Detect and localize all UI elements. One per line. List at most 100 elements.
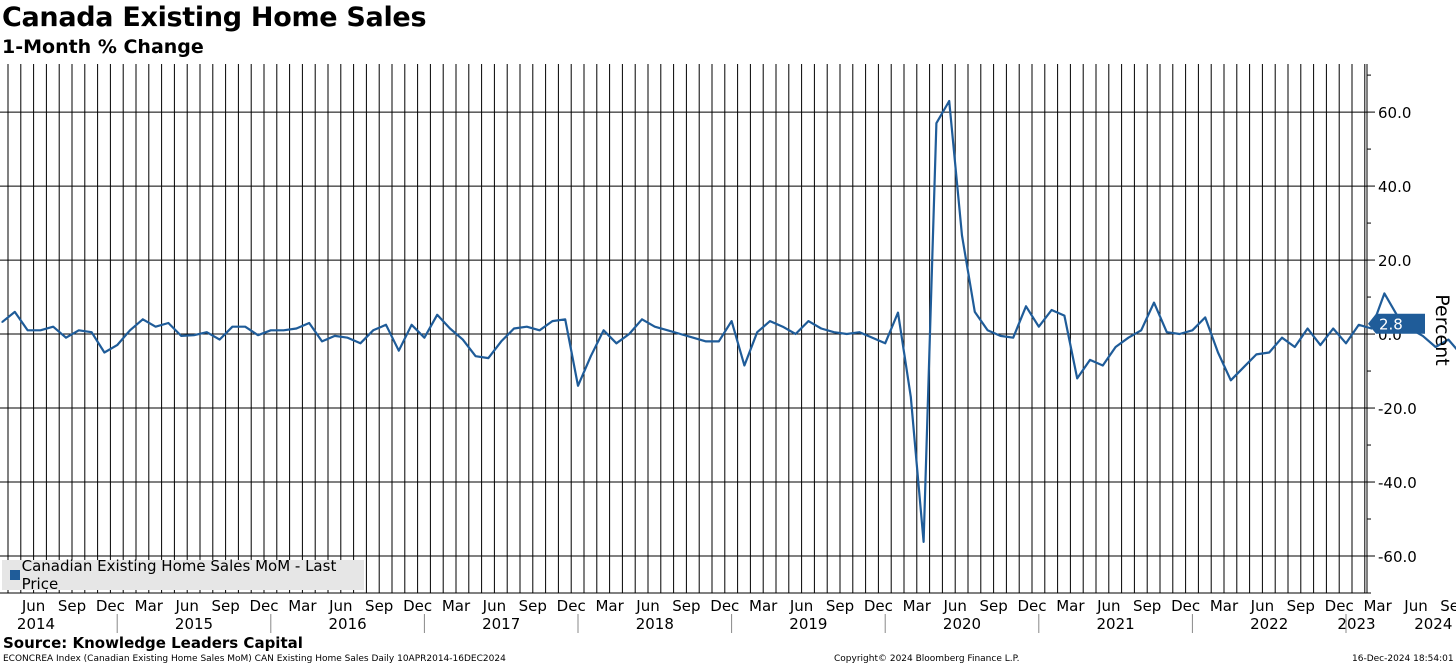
data-point [1217,351,1219,354]
data-point [859,331,861,333]
data-point [91,331,93,333]
data-point [987,329,989,331]
data-point [731,320,733,322]
x-year-label: 2014 [17,615,55,633]
series-line-0 [1,99,1456,544]
data-point [180,335,182,337]
y-tick-label: -40.0 [1378,474,1417,492]
data-point [27,329,29,331]
data-point [1435,346,1437,348]
data-point [14,311,16,313]
data-point [1345,342,1347,344]
x-month-label: Sep [1440,597,1456,615]
data-point [1294,346,1296,348]
data-point [833,331,835,333]
data-point [65,337,67,339]
chart-title: Canada Existing Home Sales [2,2,427,33]
legend-swatch [10,570,20,580]
data-point [1179,333,1181,335]
last-value-tag [1368,313,1425,334]
data-point [1230,379,1232,381]
data-point [654,326,656,328]
data-point [39,329,42,331]
data-point [1012,337,1014,339]
y-axis-ticks: 60.040.020.00.0-20.0-40.0-60.0 [1367,74,1417,594]
data-point [1243,366,1245,368]
data-point [1127,337,1129,339]
y-axis-label: Percent [1431,294,1453,366]
x-month-label: Jun [1250,597,1274,615]
data-point [1166,331,1168,333]
source-note: Source: Knowledge Leaders Capital [3,634,303,652]
x-month-label: Sep [672,597,700,615]
data-point [1,321,3,323]
data-point [231,326,233,328]
x-month-label: Jun [482,597,506,615]
x-year-label: 2017 [482,615,520,633]
data-point [449,327,451,330]
x-month-label: Sep [1133,597,1161,615]
data-point [526,326,528,328]
data-point [155,326,157,328]
data-point [807,320,810,322]
x-month-label: Mar [903,597,932,615]
data-point [513,327,515,330]
data-point [1140,329,1142,331]
data-point [1204,316,1206,319]
x-month-label: Dec [557,597,586,615]
data-point [193,334,195,336]
data-point [1051,309,1053,311]
data-point [871,337,874,339]
last-value-label: 2.8 [1379,316,1403,334]
data-point [679,333,682,335]
data-point [1422,335,1424,337]
data-point [398,350,400,352]
data-point [347,337,349,339]
x-month-label: Mar [1056,597,1085,615]
data-point [705,340,707,343]
data-point [500,340,502,343]
data-point [116,344,118,346]
data-point [846,333,848,335]
x-month-label: Dec [249,597,278,615]
x-month-label: Mar [1363,597,1392,615]
data-point [999,335,1002,337]
data-point [423,337,425,339]
data-point [564,318,566,320]
copyright: Copyright© 2024 Bloomberg Finance L.P. [834,654,1020,664]
data-point [103,351,105,354]
x-month-label: Jun [789,597,813,615]
data-point [1102,364,1104,367]
axes [0,64,1368,594]
data-point [206,331,208,333]
data-point [615,342,618,344]
x-month-label: Mar [288,597,317,615]
data-point [1383,292,1385,294]
data-point [628,333,630,335]
data-point [935,122,938,124]
data-point [1447,338,1449,341]
data-point [270,329,272,331]
data-point [692,337,694,339]
x-month-label: Jun [942,597,966,615]
x-month-label: Sep [58,597,86,615]
x-month-label: Sep [519,597,547,615]
data-point [219,338,221,341]
chart-subtitle: 1-Month % Change [2,36,204,58]
data-point [884,342,886,344]
data-point [1025,305,1027,307]
x-month-label: Dec [1325,597,1354,615]
series-layer [1,99,1456,544]
data-point [897,311,899,314]
data-point [257,334,259,336]
x-year-label: 2016 [329,615,367,633]
data-point [1153,302,1155,304]
timestamp: 16-Dec-2024 18:54:01 [1352,654,1454,664]
data-point [462,338,464,341]
last-value-tag-group: 2.8 [1368,313,1425,334]
x-month-label: Dec [403,597,432,615]
data-point [385,324,387,326]
x-month-label: Jun [328,597,352,615]
data-point [718,340,720,343]
